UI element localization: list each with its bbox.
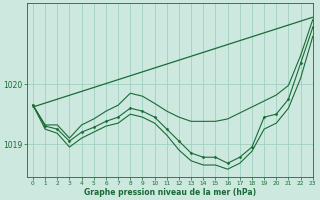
X-axis label: Graphe pression niveau de la mer (hPa): Graphe pression niveau de la mer (hPa) (84, 188, 256, 197)
